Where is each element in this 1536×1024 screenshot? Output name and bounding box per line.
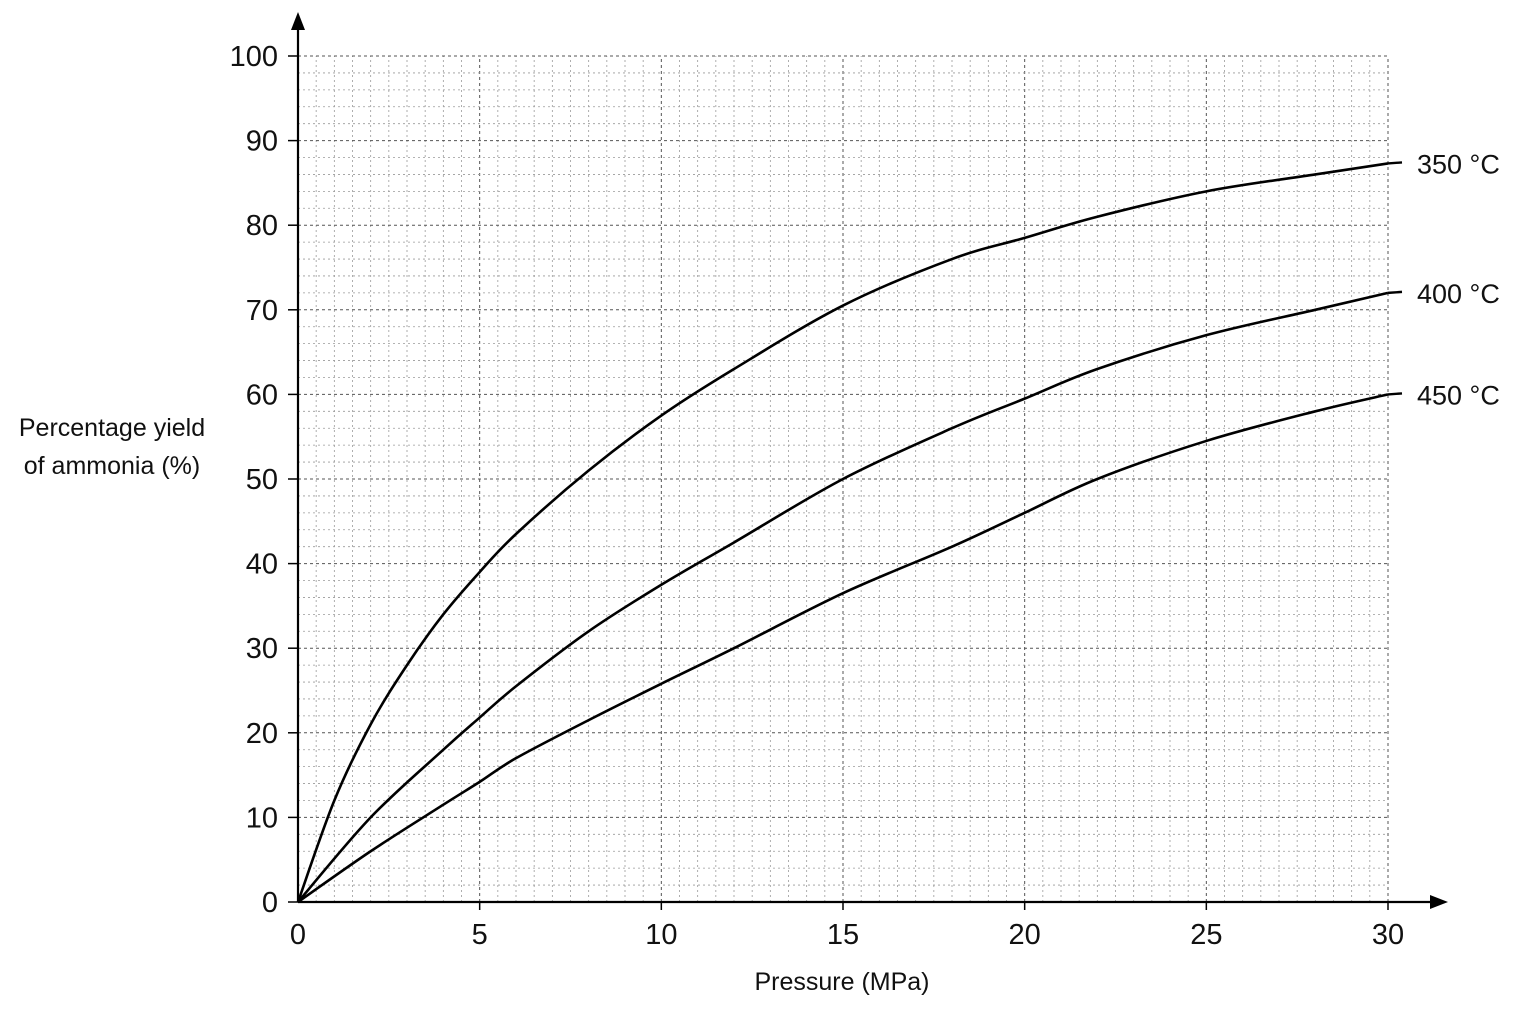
y-tick-label: 0 [262,887,278,919]
y-tick-label: 90 [246,126,278,158]
y-axis-title-line-1: Percentage yield [19,414,205,442]
y-tick-label: 100 [230,41,278,73]
grid [298,55,1389,902]
y-tick-label: 40 [246,549,278,581]
y-tick-labels: 0 10 20 30 40 50 60 70 80 90 100 [230,41,298,919]
y-tick-label: 10 [246,802,278,834]
series-line-2 [297,291,1389,903]
y-tick-label: 60 [246,379,278,411]
x-tick-label: 30 [1372,919,1404,951]
y-tick-label: 20 [246,718,278,750]
series-labels: 350 °C 400 °C 450 °C [1417,149,1500,410]
axes [291,12,1448,909]
series-label-3: 450 °C [1417,380,1500,410]
series-label-2: 400 °C [1417,279,1500,309]
x-tick-label: 10 [645,919,677,951]
y-axis-title-line-2: of ammonia (%) [24,452,200,480]
series-line-1 [296,162,1389,903]
x-axis-title: Pressure (MPa) [754,968,929,996]
series-lines [296,161,1403,904]
series-line-end-1 [1387,161,1403,165]
y-tick-label: 80 [246,210,278,242]
series-line-end-3 [1387,392,1403,396]
x-tick-label: 20 [1009,919,1041,951]
x-tick-label: 5 [472,919,488,951]
y-axis-arrow [291,12,305,30]
y-tick-label: 50 [246,464,278,496]
y-tick-label: 70 [246,295,278,327]
x-tick-labels: 0 5 10 15 20 25 30 [290,902,1404,951]
series-label-1: 350 °C [1417,149,1500,179]
x-tick-label: 25 [1190,919,1222,951]
series-line-end-2 [1387,290,1403,295]
series-line-3 [297,393,1389,904]
x-tick-label: 0 [290,919,306,951]
x-axis-arrow [1430,895,1448,909]
x-tick-label: 15 [827,919,859,951]
y-tick-label: 30 [246,633,278,665]
